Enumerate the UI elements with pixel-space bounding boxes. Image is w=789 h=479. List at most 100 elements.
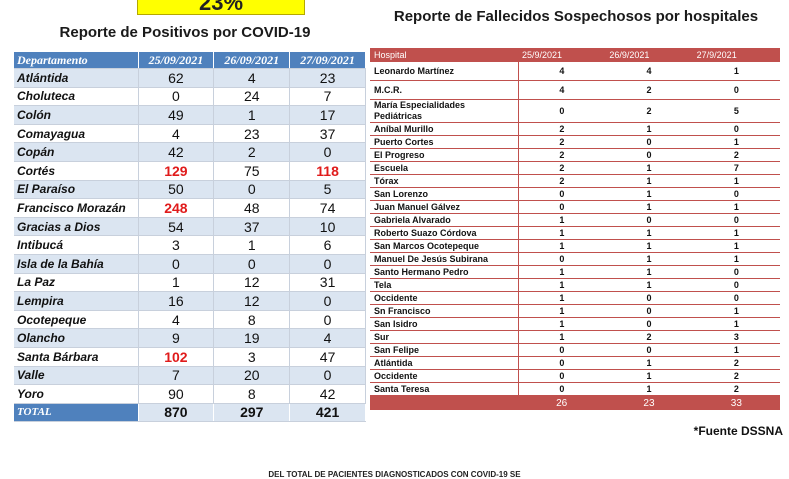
value-cell: 0 [692,187,780,201]
value-cell: 7 [692,161,780,175]
value-cell: 4 [289,328,366,348]
value-cell: 1 [518,239,606,253]
value-cell: 75 [213,161,291,181]
departamento-cell: Choluteca [14,87,139,107]
value-cell: 0 [692,278,780,292]
table-row: Copán 42 2 0 [14,142,366,162]
col-header: Hospital [370,48,518,62]
table-row: Choluteca 0 24 7 [14,87,366,107]
value-cell: 2 [518,174,606,188]
table-row: Isla de la Bahía 0 0 0 [14,254,366,274]
value-cell: 1 [605,226,693,240]
value-cell: 8 [213,310,291,330]
value-cell: 10 [289,217,366,237]
value-cell: 0 [692,213,780,227]
total-label [370,395,518,410]
hospital-cell: San Felipe [370,343,519,357]
value-cell: 4 [213,68,291,88]
value-cell: 0 [605,148,693,162]
value-cell: 20 [213,366,291,386]
departamento-cell: Lempira [14,291,139,311]
total-value: 23 [605,395,693,410]
departamento-cell: Cortés [14,161,139,181]
departamento-cell: Olancho [14,328,139,348]
value-cell: 9 [138,328,215,348]
departamento-cell: Colón [14,105,139,125]
percent-value: 23% [198,0,244,15]
value-cell: 37 [289,124,366,144]
hospital-cell: Sn Francisco [370,304,519,318]
table-row: Sur 1 2 3 [370,330,780,344]
hospital-cell: Manuel De Jesús Subirana [370,252,519,266]
table-row: San Lorenzo 0 1 0 [370,187,780,201]
total-value: 26 [518,395,606,410]
col-header: 27/9/2021 [692,48,780,62]
value-cell: 3 [138,235,215,255]
value-cell: 1 [605,174,693,188]
hospital-cell: Tela [370,278,519,292]
hospital-cell: Sur [370,330,519,344]
departamento-cell: Intibucá [14,235,139,255]
value-cell: 1 [692,304,780,318]
table-row: Gracias a Dios 54 37 10 [14,217,366,237]
value-cell: 0 [605,135,693,149]
col-header: 27/09/2021 [289,52,366,69]
positivos-table: Departamento 25/09/2021 26/09/2021 27/09… [14,52,366,423]
fallecidos-title: Reporte de Fallecidos Sospechosos por ho… [393,8,759,25]
table-row: Sn Francisco 1 0 1 [370,304,780,318]
footer-text: DEL TOTAL DE PACIENTES DIAGNOSTICADOS CO… [268,470,521,479]
value-cell: 24 [213,87,291,107]
fallecidos-header-row: Hospital 25/9/2021 26/9/2021 27/9/2021 [370,48,780,62]
total-row: 26 23 33 [370,395,780,410]
table-row: La Paz 1 12 31 [14,273,366,293]
value-cell: 2 [518,161,606,175]
value-cell: 4 [518,62,606,81]
hospital-cell: Occidente [370,369,519,383]
value-cell: 1 [518,213,606,227]
hospital-cell: Tórax [370,174,519,188]
value-cell: 0 [138,87,215,107]
value-cell: 0 [518,356,606,370]
table-row: San Marcos Ocotepeque 1 1 1 [370,239,780,253]
value-cell: 4 [138,310,215,330]
value-cell: 1 [213,105,291,125]
value-cell: 1 [605,356,693,370]
total-value: 297 [213,403,291,423]
hospital-cell: Aníbal Murillo [370,122,519,136]
departamento-cell: Valle [14,366,139,386]
hospital-cell: Santo Hermano Pedro [370,265,519,279]
value-cell: 74 [289,198,366,218]
value-cell: 4 [518,80,606,100]
value-cell: 1 [518,226,606,240]
value-cell: 2 [605,330,693,344]
value-cell: 19 [213,328,291,348]
positivos-title: Reporte de Positivos por COVID-19 [59,24,311,41]
value-cell: 0 [518,99,606,123]
value-cell: 0 [605,304,693,318]
value-cell: 0 [289,310,366,330]
table-row: Intibucá 3 1 6 [14,235,366,255]
departamento-cell: Francisco Morazán [14,198,139,218]
table-row: Occidente 1 0 0 [370,291,780,305]
value-cell: 1 [518,304,606,318]
table-row: Santa Bárbara 102 3 47 [14,347,366,367]
value-cell: 2 [213,142,291,162]
hospital-cell: San Isidro [370,317,519,331]
value-cell: 17 [289,105,366,125]
table-row: Valle 7 20 0 [14,366,366,386]
table-row: San Felipe 0 0 1 [370,343,780,357]
value-cell: 8 [213,384,291,404]
percent-badge: 23% [137,0,305,15]
positivos-header-row: Departamento 25/09/2021 26/09/2021 27/09… [14,52,366,69]
table-row: Colón 49 1 17 [14,105,366,125]
value-cell: 42 [289,384,366,404]
value-cell: 118 [289,161,366,181]
value-cell: 2 [692,369,780,383]
value-cell: 7 [289,87,366,107]
table-row: Atlántida 62 4 23 [14,68,366,88]
hospital-cell: Leonardo Martínez [370,62,519,81]
value-cell: 0 [138,254,215,274]
table-row: Ocotepeque 4 8 0 [14,310,366,330]
value-cell: 12 [213,291,291,311]
value-cell: 0 [518,252,606,266]
